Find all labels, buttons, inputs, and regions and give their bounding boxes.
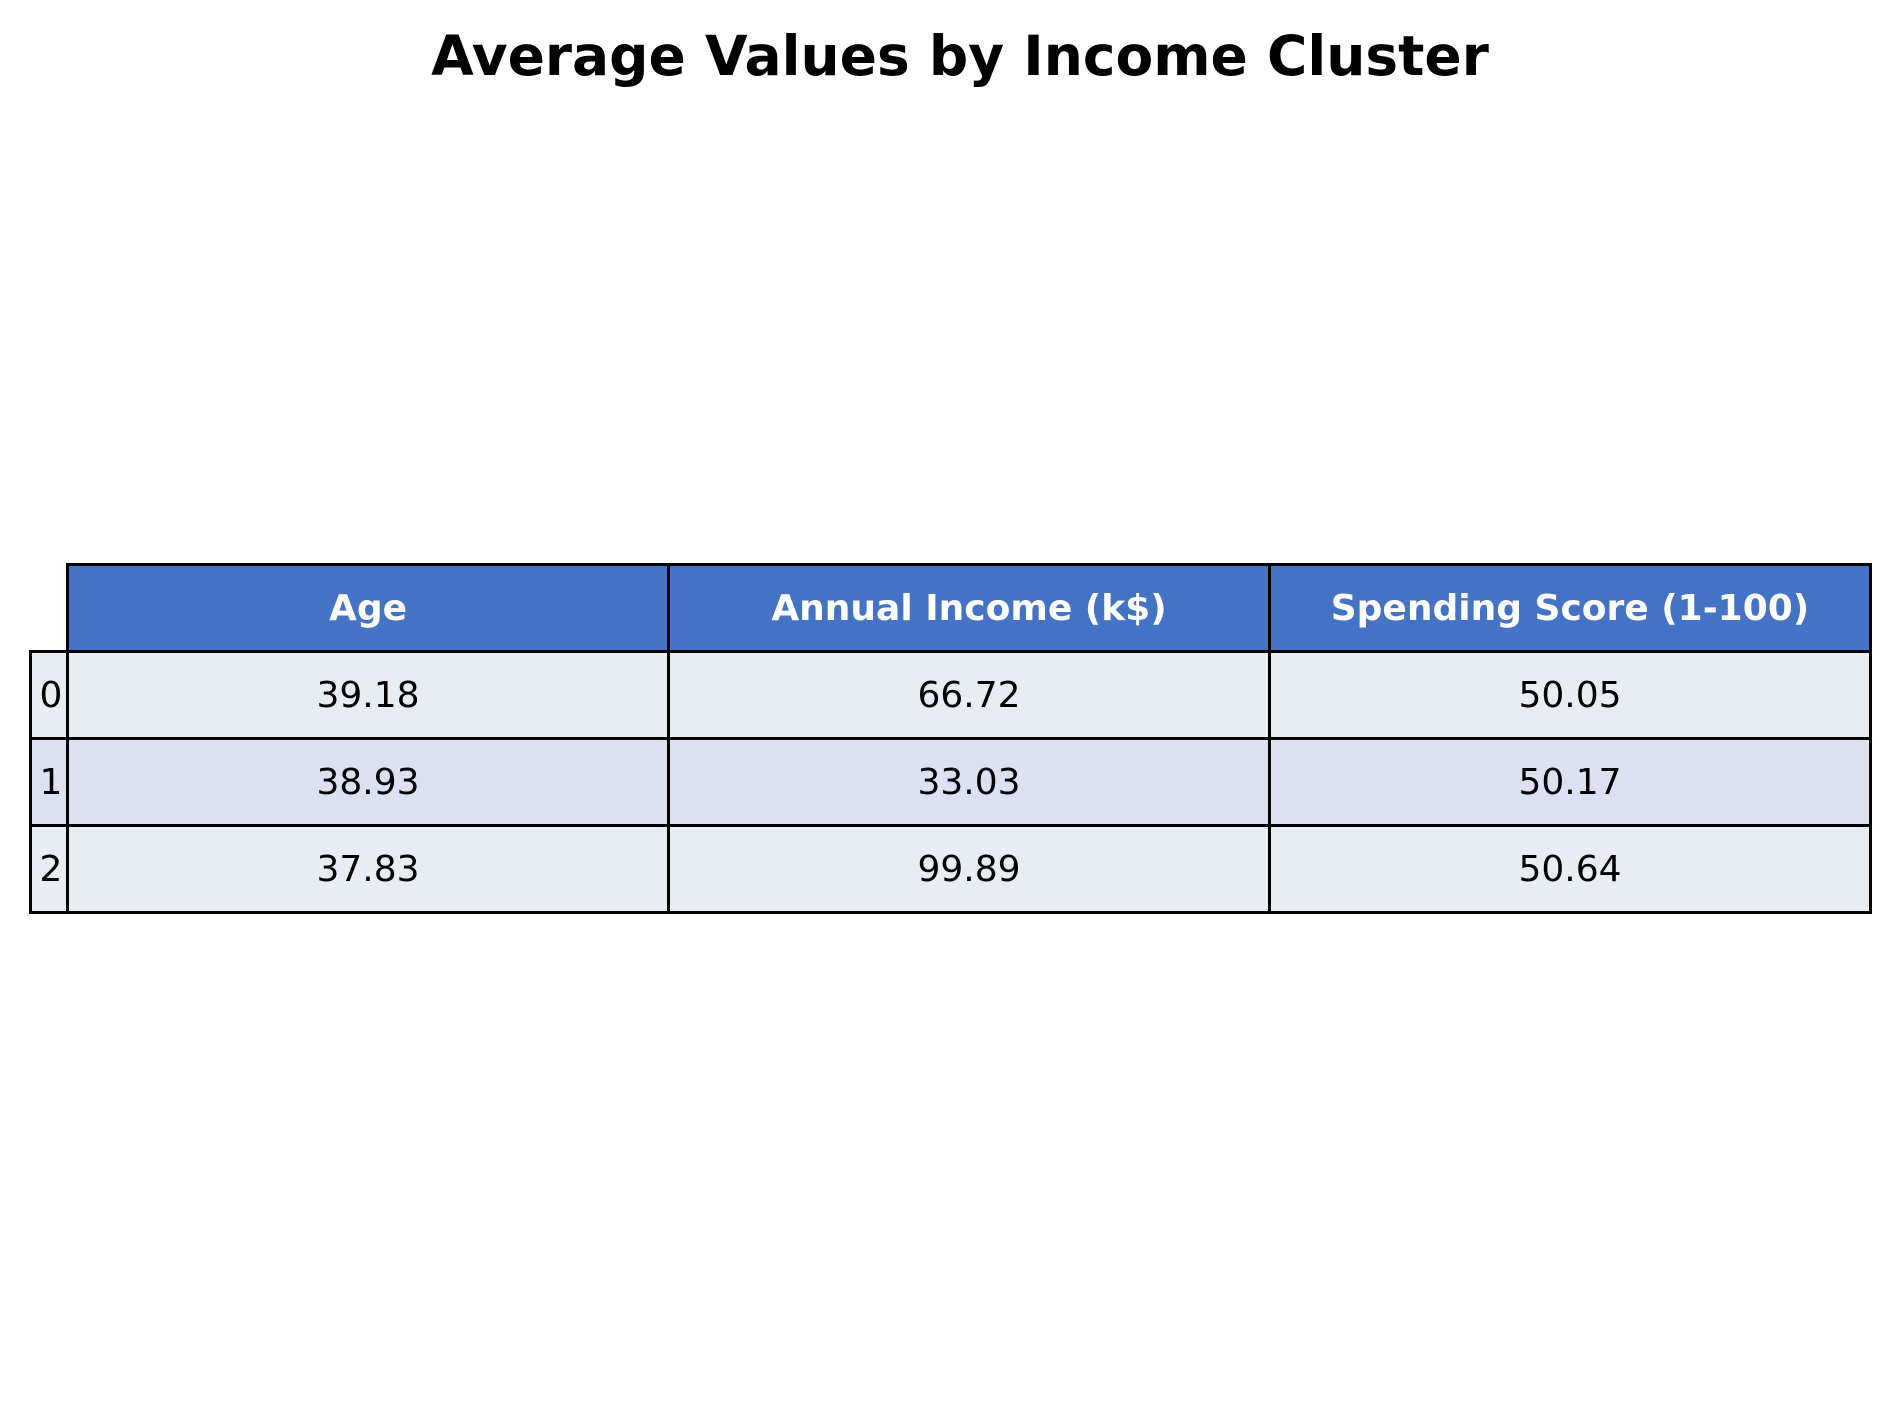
row-label: 0: [29, 650, 69, 740]
table-cell: 50.17: [1268, 737, 1872, 827]
table-cell: 39.18: [66, 650, 670, 740]
table-cell: 50.05: [1268, 650, 1872, 740]
row-label: 2: [29, 824, 69, 914]
table-corner: [31, 565, 68, 652]
row-label: 1: [29, 737, 69, 827]
table-cell: 99.89: [667, 824, 1271, 914]
column-header-age: Age: [66, 563, 670, 653]
table-header-row: Age Annual Income (k$) Spending Score (1…: [31, 563, 1872, 653]
column-header-annual-income: Annual Income (k$): [667, 563, 1271, 653]
table-cell: 50.64: [1268, 824, 1872, 914]
table-row: 1 38.93 33.03 50.17: [29, 737, 1872, 827]
cluster-table: Age Annual Income (k$) Spending Score (1…: [29, 563, 1872, 914]
column-header-spending-score: Spending Score (1-100): [1268, 563, 1872, 653]
chart-title: Average Values by Income Cluster: [431, 24, 1489, 88]
table-cell: 66.72: [667, 650, 1271, 740]
table-row: 2 37.83 99.89 50.64: [29, 824, 1872, 914]
table-cell: 33.03: [667, 737, 1271, 827]
table-cell: 38.93: [66, 737, 670, 827]
table-row: 0 39.18 66.72 50.05: [29, 650, 1872, 740]
table-cell: 37.83: [66, 824, 670, 914]
